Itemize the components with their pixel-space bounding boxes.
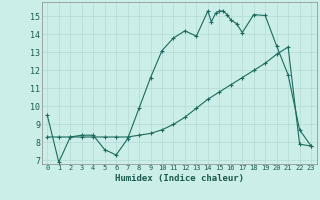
X-axis label: Humidex (Indice chaleur): Humidex (Indice chaleur) xyxy=(115,174,244,183)
